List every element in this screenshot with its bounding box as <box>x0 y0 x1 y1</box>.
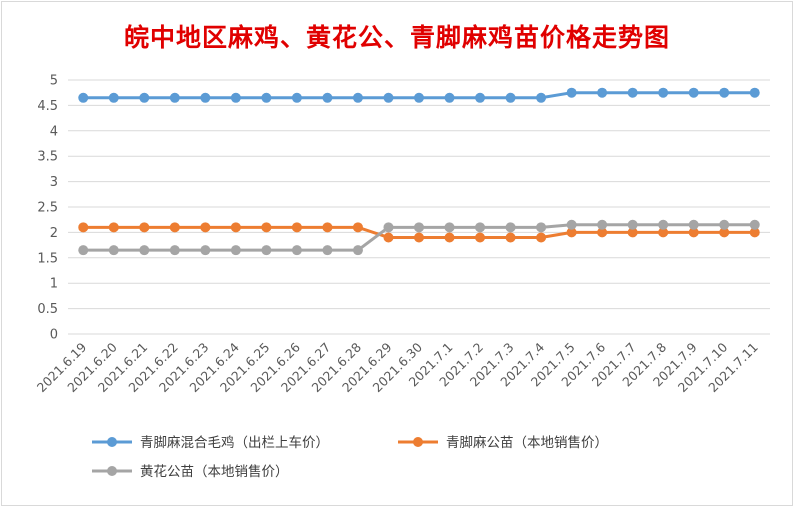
series-0-point-3 <box>169 92 180 103</box>
series-0-point-11 <box>414 92 424 103</box>
y-tick-label-8: 4 <box>50 124 58 139</box>
series-1-point-0 <box>78 222 89 233</box>
legend-label-2: 黄花公苗（本地销售价） <box>140 464 289 480</box>
y-tick-label-1: 0.5 <box>37 302 58 317</box>
series-0-point-20 <box>688 87 699 98</box>
series-1-point-20 <box>688 227 699 238</box>
series-0-point-21 <box>719 87 730 98</box>
series-2-point-20 <box>688 219 699 230</box>
series-0-point-6 <box>261 92 272 103</box>
legend-label-0: 青脚麻混合毛鸡（出栏上车价） <box>140 434 329 451</box>
series-2-point-8 <box>322 245 333 256</box>
series-0-point-1 <box>108 92 119 103</box>
series-2-point-16 <box>566 219 577 230</box>
y-tick-label-3: 1.5 <box>37 251 58 266</box>
series-1-point-4 <box>200 222 211 233</box>
series-2-point-22 <box>749 219 760 230</box>
series-2-point-2 <box>139 245 150 256</box>
series-0-point-7 <box>291 92 302 103</box>
series-1-point-8 <box>322 222 333 233</box>
legend-entry-1: 青脚麻公苗（本地销售价） <box>398 435 608 451</box>
series-2-point-19 <box>658 219 669 230</box>
series-2-point-10 <box>383 222 394 233</box>
series-1-point-10 <box>383 232 394 243</box>
series-0-point-14 <box>505 92 516 103</box>
y-tick-label-0: 0 <box>50 328 58 343</box>
series-1-point-21 <box>719 227 730 238</box>
series-0-point-5 <box>230 92 241 103</box>
series-2-point-18 <box>627 219 638 230</box>
series-1-point-16 <box>566 227 577 238</box>
y-tick-label-10: 5 <box>50 74 58 89</box>
series-1-point-5 <box>230 222 241 233</box>
series-0-point-8 <box>322 92 333 103</box>
series-1-point-12 <box>444 232 455 243</box>
series-2-point-15 <box>536 222 547 233</box>
series-0-point-2 <box>139 92 150 103</box>
y-tick-label-6: 3 <box>50 175 58 190</box>
legend-swatch-marker-1 <box>413 437 423 447</box>
legend-entry-0: 青脚麻混合毛鸡（出栏上车价） <box>92 434 329 451</box>
series-2-point-6 <box>261 245 272 256</box>
series-2-point-1 <box>108 245 119 256</box>
chart-title: 皖中地区麻鸡、黄花公、青脚麻鸡苗价格走势图 <box>123 23 670 52</box>
y-tick-label-2: 1 <box>50 277 58 292</box>
series-0-point-18 <box>627 87 638 98</box>
series-0-point-19 <box>658 87 669 98</box>
series-1-point-1 <box>108 222 119 233</box>
series-0-point-15 <box>536 92 547 103</box>
series-2-point-0 <box>78 245 89 256</box>
series-1-point-18 <box>627 227 638 238</box>
series-2-point-7 <box>291 245 302 256</box>
series-1-point-14 <box>505 232 516 243</box>
series-0-point-0 <box>78 92 89 103</box>
series-2-point-5 <box>230 245 241 256</box>
series-2-point-9 <box>352 245 363 256</box>
series-1-point-13 <box>475 232 486 243</box>
series-2-point-14 <box>505 222 516 233</box>
series-0-point-16 <box>566 87 577 98</box>
series-0-point-9 <box>352 92 363 103</box>
series-1-point-15 <box>536 232 547 243</box>
series-1-point-22 <box>749 227 760 238</box>
series-1-point-11 <box>414 232 424 243</box>
series-2-point-12 <box>444 222 455 233</box>
series-0-point-10 <box>383 92 394 103</box>
series-1-point-7 <box>291 222 302 233</box>
series-2-point-4 <box>200 245 211 256</box>
series-0-point-13 <box>475 92 486 103</box>
series-0-point-12 <box>444 92 455 103</box>
legend-label-1: 青脚麻公苗（本地销售价） <box>446 435 608 451</box>
series-0-point-4 <box>200 92 211 103</box>
series-0-point-17 <box>597 87 608 98</box>
y-tick-label-9: 4.5 <box>37 99 58 114</box>
series-1-point-6 <box>261 222 272 233</box>
series-1-point-19 <box>658 227 669 238</box>
y-tick-label-7: 3.5 <box>37 150 58 165</box>
y-tick-label-5: 2.5 <box>37 201 58 216</box>
legend-swatch-marker-2 <box>107 466 117 476</box>
legend-entry-2: 黄花公苗（本地销售价） <box>92 464 289 480</box>
series-2-point-21 <box>719 219 730 230</box>
series-1-point-17 <box>597 227 608 238</box>
series-1-point-9 <box>352 222 363 233</box>
series-1-point-3 <box>169 222 180 233</box>
series-0-point-22 <box>749 87 760 98</box>
legend-swatch-marker-0 <box>107 437 117 447</box>
series-2-point-17 <box>597 219 608 230</box>
series-1-point-2 <box>139 222 150 233</box>
series-2-point-13 <box>475 222 486 233</box>
y-tick-label-4: 2 <box>50 226 58 241</box>
series-2-point-11 <box>414 222 424 233</box>
series-2-point-3 <box>169 245 180 256</box>
